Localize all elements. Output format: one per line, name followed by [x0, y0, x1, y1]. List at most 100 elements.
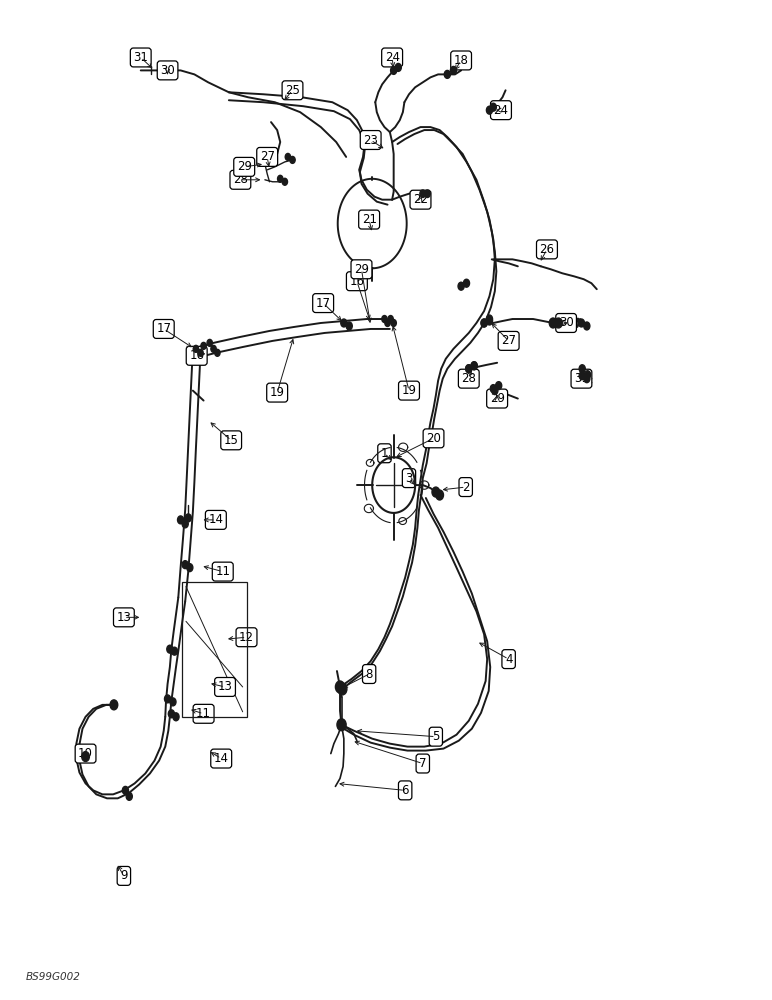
Circle shape — [193, 345, 198, 352]
Circle shape — [282, 178, 287, 185]
Circle shape — [471, 362, 477, 370]
Text: BS99G002: BS99G002 — [25, 972, 80, 982]
Circle shape — [168, 710, 174, 718]
Circle shape — [110, 700, 118, 710]
Circle shape — [290, 156, 295, 163]
Text: 31: 31 — [134, 51, 148, 64]
Text: 16: 16 — [350, 275, 364, 288]
Circle shape — [211, 345, 216, 352]
Circle shape — [388, 316, 393, 322]
Text: 30: 30 — [160, 64, 175, 77]
Text: 18: 18 — [454, 54, 469, 67]
Circle shape — [215, 349, 220, 356]
Circle shape — [486, 315, 493, 323]
Circle shape — [382, 316, 387, 322]
Circle shape — [549, 318, 557, 328]
Text: 19: 19 — [401, 384, 416, 397]
Circle shape — [584, 371, 591, 379]
Text: 17: 17 — [156, 322, 171, 335]
Circle shape — [550, 319, 556, 327]
Circle shape — [466, 365, 472, 373]
Circle shape — [178, 516, 184, 524]
Text: 8: 8 — [365, 668, 373, 681]
Circle shape — [170, 698, 176, 706]
Circle shape — [432, 487, 439, 497]
Circle shape — [167, 645, 173, 653]
Text: 22: 22 — [413, 193, 428, 206]
Circle shape — [490, 385, 496, 393]
Circle shape — [278, 175, 283, 182]
Circle shape — [450, 66, 456, 74]
Circle shape — [187, 564, 193, 572]
Text: 9: 9 — [120, 869, 127, 882]
Text: 23: 23 — [364, 134, 378, 147]
Text: 29: 29 — [237, 160, 252, 173]
Circle shape — [579, 372, 585, 380]
Circle shape — [198, 349, 203, 356]
Circle shape — [436, 490, 443, 500]
Circle shape — [335, 681, 344, 693]
Text: 11: 11 — [215, 565, 230, 578]
Circle shape — [481, 319, 487, 327]
Text: 25: 25 — [285, 84, 300, 97]
Circle shape — [584, 375, 590, 383]
Circle shape — [182, 520, 188, 528]
Text: 13: 13 — [218, 680, 232, 693]
Circle shape — [182, 561, 188, 569]
Text: 26: 26 — [540, 243, 554, 256]
Circle shape — [285, 153, 290, 160]
Text: 16: 16 — [189, 349, 204, 362]
Text: 14: 14 — [214, 752, 229, 765]
Circle shape — [340, 319, 347, 327]
Text: 29: 29 — [354, 263, 369, 276]
Bar — [182, 582, 246, 717]
Circle shape — [466, 365, 472, 373]
Circle shape — [122, 786, 128, 794]
Circle shape — [164, 695, 171, 703]
Text: 7: 7 — [419, 757, 427, 770]
Text: 1: 1 — [381, 447, 388, 460]
Text: 2: 2 — [462, 481, 469, 494]
Circle shape — [171, 647, 178, 655]
Circle shape — [496, 382, 502, 390]
Circle shape — [458, 282, 464, 290]
Text: 14: 14 — [208, 513, 223, 526]
Text: 17: 17 — [316, 297, 330, 310]
Circle shape — [207, 339, 212, 346]
Circle shape — [126, 792, 132, 800]
Circle shape — [486, 317, 493, 325]
Text: 24: 24 — [384, 51, 400, 64]
Text: 15: 15 — [224, 434, 239, 447]
Circle shape — [346, 322, 352, 330]
Circle shape — [82, 752, 90, 762]
Text: 4: 4 — [505, 653, 513, 666]
Circle shape — [173, 713, 179, 721]
Circle shape — [584, 322, 590, 330]
Circle shape — [579, 365, 585, 373]
Circle shape — [578, 319, 584, 327]
Text: 29: 29 — [489, 392, 505, 405]
Circle shape — [425, 190, 430, 197]
Circle shape — [337, 683, 347, 695]
Circle shape — [463, 279, 469, 287]
Text: 11: 11 — [196, 707, 211, 720]
Text: 30: 30 — [559, 316, 574, 329]
Text: 12: 12 — [239, 631, 254, 644]
Text: 31: 31 — [574, 372, 589, 385]
Text: 13: 13 — [117, 611, 131, 624]
Text: 3: 3 — [405, 472, 413, 485]
Circle shape — [337, 719, 346, 731]
Text: 6: 6 — [401, 784, 409, 797]
Circle shape — [490, 103, 496, 111]
Text: 5: 5 — [432, 730, 439, 743]
Text: 20: 20 — [426, 432, 441, 445]
Circle shape — [471, 362, 477, 370]
Circle shape — [185, 514, 191, 522]
Circle shape — [391, 320, 396, 326]
Circle shape — [391, 66, 397, 74]
Circle shape — [201, 342, 206, 349]
Text: 10: 10 — [78, 747, 93, 760]
Circle shape — [481, 319, 487, 327]
Text: 28: 28 — [233, 173, 248, 186]
Text: 24: 24 — [493, 104, 509, 117]
